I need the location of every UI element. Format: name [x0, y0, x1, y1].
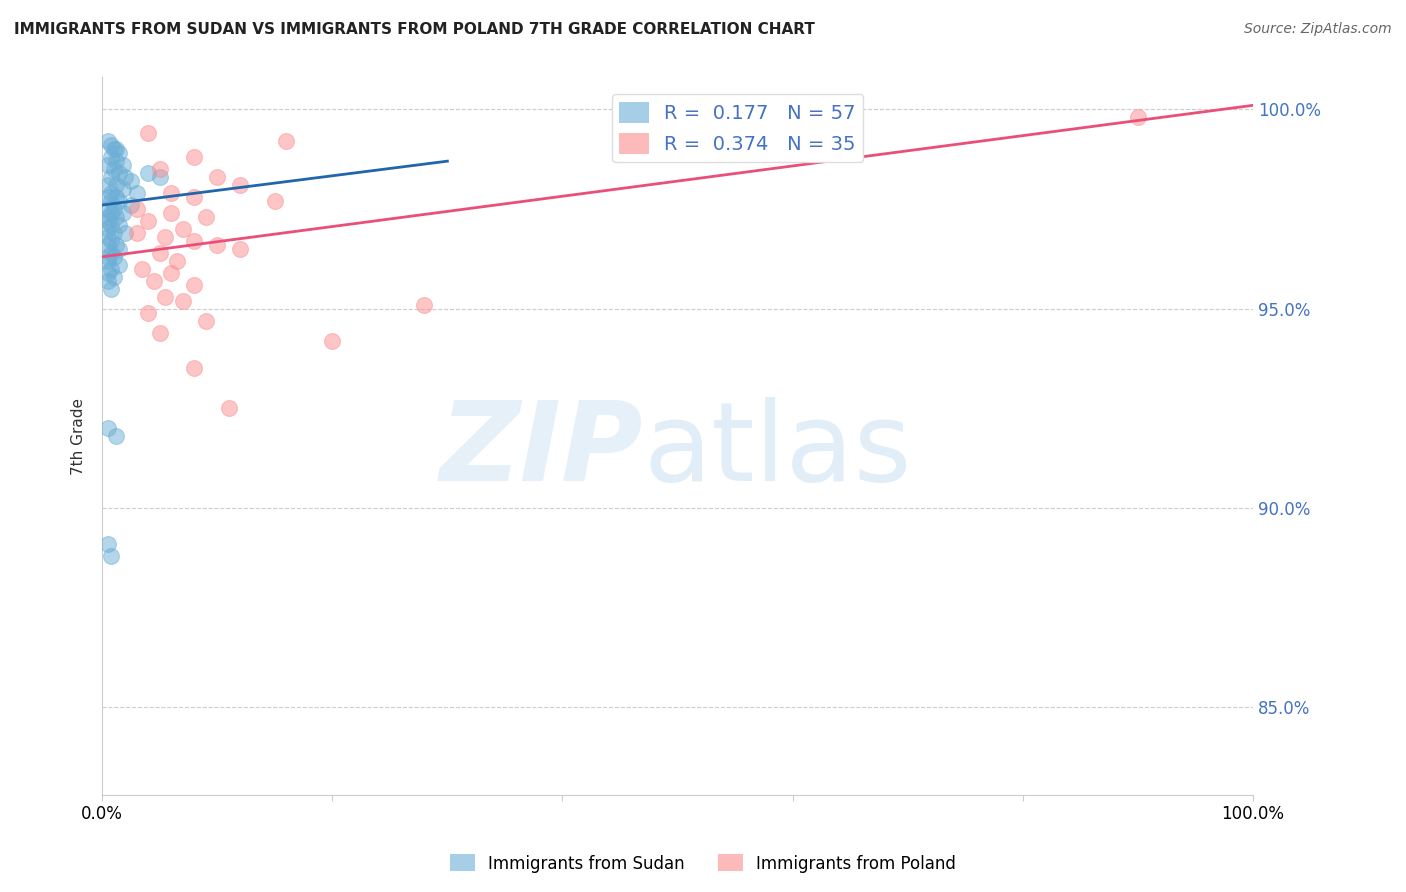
Point	[1126, 111, 1149, 125]
Point	[103, 226, 125, 240]
Point	[114, 170, 136, 185]
Point	[100, 218, 122, 232]
Point	[413, 298, 436, 312]
Point	[97, 250, 120, 264]
Point	[97, 158, 120, 172]
Point	[97, 214, 120, 228]
Point	[111, 158, 134, 172]
Point	[207, 238, 229, 252]
Point	[120, 198, 142, 212]
Point	[100, 282, 122, 296]
Point	[125, 186, 148, 200]
Point	[103, 269, 125, 284]
Point	[97, 537, 120, 551]
Text: atlas: atlas	[643, 397, 911, 504]
Legend: R =  0.177   N = 57, R =  0.374   N = 35: R = 0.177 N = 57, R = 0.374 N = 35	[612, 95, 863, 162]
Point	[100, 245, 122, 260]
Point	[131, 261, 153, 276]
Y-axis label: 7th Grade: 7th Grade	[72, 398, 86, 475]
Point	[125, 226, 148, 240]
Point	[155, 290, 177, 304]
Point	[100, 170, 122, 185]
Point	[136, 306, 159, 320]
Point	[100, 138, 122, 153]
Point	[125, 202, 148, 216]
Point	[108, 194, 131, 208]
Point	[172, 293, 194, 308]
Point	[136, 214, 159, 228]
Point	[108, 258, 131, 272]
Point	[103, 250, 125, 264]
Point	[149, 245, 172, 260]
Point	[160, 206, 183, 220]
Point	[114, 226, 136, 240]
Point	[166, 253, 188, 268]
Point	[97, 178, 120, 192]
Point	[105, 154, 128, 169]
Point	[194, 210, 217, 224]
Legend: Immigrants from Sudan, Immigrants from Poland: Immigrants from Sudan, Immigrants from P…	[443, 847, 963, 880]
Point	[103, 162, 125, 177]
Point	[183, 190, 205, 204]
Point	[100, 186, 122, 200]
Point	[149, 170, 172, 185]
Point	[97, 230, 120, 244]
Point	[321, 334, 343, 348]
Point	[263, 194, 285, 208]
Point	[136, 166, 159, 180]
Point	[155, 230, 177, 244]
Text: Source: ZipAtlas.com: Source: ZipAtlas.com	[1244, 22, 1392, 37]
Point	[207, 170, 229, 185]
Point	[229, 242, 252, 256]
Point	[97, 274, 120, 288]
Point	[108, 166, 131, 180]
Point	[160, 186, 183, 200]
Point	[97, 222, 120, 236]
Point	[105, 142, 128, 156]
Point	[97, 253, 120, 268]
Point	[276, 134, 298, 148]
Point	[100, 206, 122, 220]
Point	[160, 266, 183, 280]
Point	[105, 238, 128, 252]
Point	[108, 146, 131, 161]
Point	[183, 150, 205, 164]
Point	[97, 421, 120, 435]
Point	[97, 190, 120, 204]
Point	[183, 234, 205, 248]
Point	[105, 190, 128, 204]
Point	[194, 313, 217, 327]
Text: IMMIGRANTS FROM SUDAN VS IMMIGRANTS FROM POLAND 7TH GRADE CORRELATION CHART: IMMIGRANTS FROM SUDAN VS IMMIGRANTS FROM…	[14, 22, 815, 37]
Point	[143, 274, 166, 288]
Point	[100, 261, 122, 276]
Point	[149, 326, 172, 340]
Point	[111, 206, 134, 220]
Point	[218, 401, 240, 416]
Point	[183, 277, 205, 292]
Point	[229, 178, 252, 192]
Point	[97, 266, 120, 280]
Point	[105, 429, 128, 443]
Point	[97, 134, 120, 148]
Point	[105, 210, 128, 224]
Point	[97, 238, 120, 252]
Point	[100, 150, 122, 164]
Point	[136, 126, 159, 140]
Point	[149, 162, 172, 177]
Point	[100, 549, 122, 563]
Point	[97, 210, 120, 224]
Point	[172, 222, 194, 236]
Point	[97, 202, 120, 216]
Text: ZIP: ZIP	[440, 397, 643, 504]
Point	[108, 242, 131, 256]
Point	[103, 142, 125, 156]
Point	[100, 234, 122, 248]
Point	[103, 202, 125, 216]
Point	[183, 361, 205, 376]
Point	[120, 174, 142, 188]
Point	[108, 218, 131, 232]
Point	[100, 194, 122, 208]
Point	[105, 178, 128, 192]
Point	[111, 182, 134, 196]
